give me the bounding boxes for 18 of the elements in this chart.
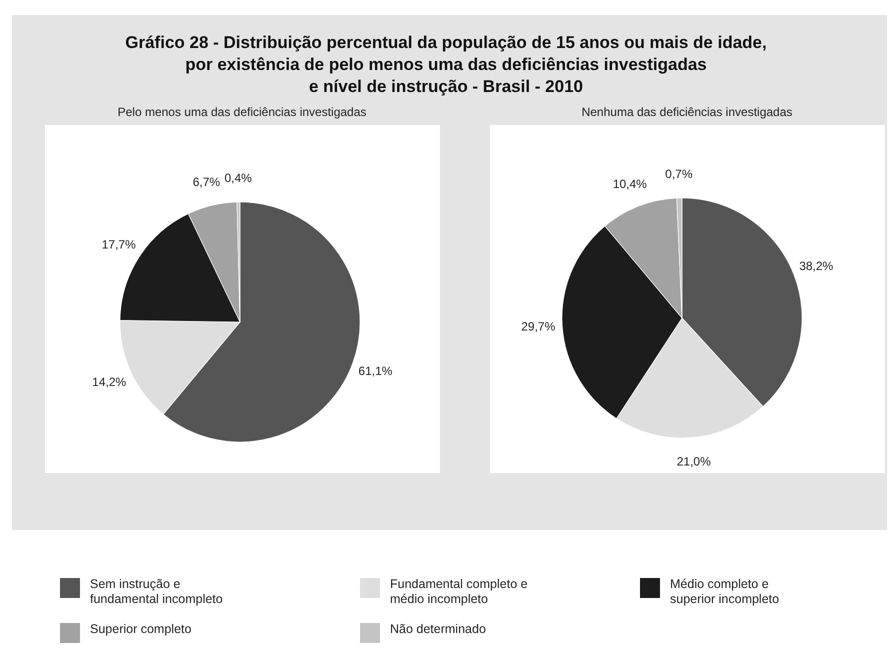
data-label: 0,4% [224, 171, 252, 186]
legend-label: Fundamental completo e médio incompleto [390, 577, 528, 606]
data-label: 0,7% [665, 167, 693, 182]
legend-label: Médio completo e superior incompleto [670, 577, 780, 606]
chart-subtitle: Pelo menos uma das deficiências investigadas [118, 105, 366, 119]
data-label: 38,2% [799, 258, 834, 273]
data-label: 10,4% [612, 176, 648, 191]
data-label: 61,1% [358, 364, 393, 378]
data-label: 14,2% [92, 375, 127, 390]
data-label: 21,0% [676, 454, 712, 469]
data-label: 29,7% [521, 320, 556, 334]
data-label: 17,7% [102, 237, 136, 252]
legend-label: Sem instrução e fundamental incompleto [90, 577, 223, 606]
chart-title: Gráfico 28 - Distribuição percentual da população de 15 anos ou mais de idade, por existência de pelo menos uma das deficiências investigadas e nível de instrução - Brasil - 2010 [125, 33, 767, 96]
legend-label: Não determinado [390, 622, 486, 636]
data-label: 6,7% [192, 174, 220, 189]
legend-label: Superior completo [90, 622, 192, 636]
chart-subtitle: Nenhuma das deficiências investigadas [582, 105, 792, 119]
